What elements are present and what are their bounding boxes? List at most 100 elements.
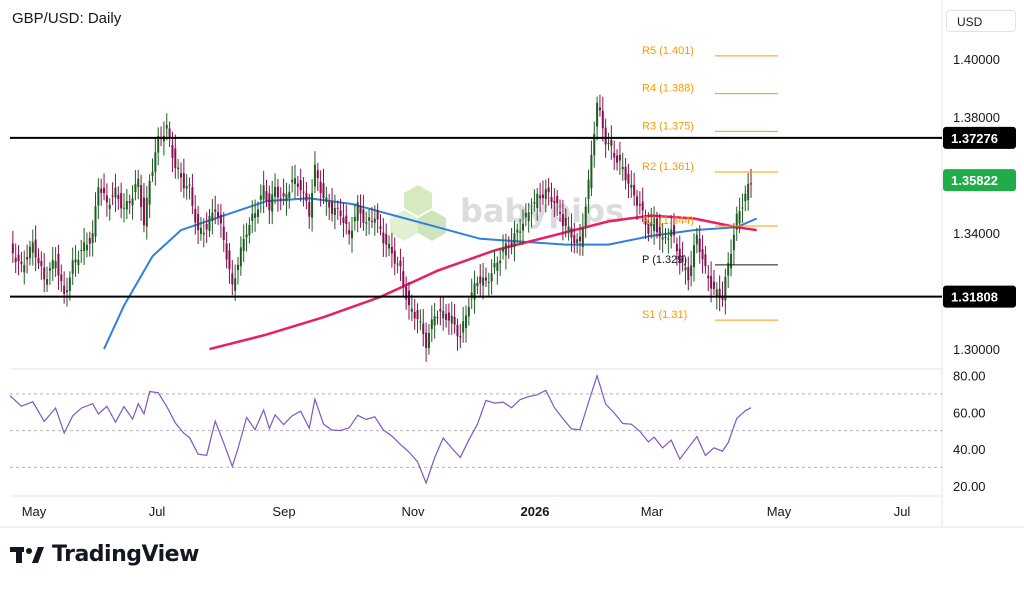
candle-body (228, 250, 231, 270)
candle-body (604, 127, 607, 145)
candle-body (23, 264, 26, 273)
candle-body (359, 206, 362, 214)
candle-body (182, 173, 185, 189)
rsi-tick-label: 20.00 (953, 479, 986, 494)
candle-body (40, 261, 43, 267)
candle-body (134, 184, 137, 193)
candle-body (513, 233, 516, 247)
candle-body (664, 236, 667, 238)
candle-body (576, 239, 579, 244)
candle-body (48, 268, 51, 271)
candle-body (484, 277, 487, 281)
candle-body (644, 218, 647, 225)
candle-body (353, 216, 356, 222)
candle-body (573, 235, 576, 243)
candle-body (291, 179, 294, 183)
candle-body (231, 273, 234, 285)
candle-body (724, 276, 727, 301)
candle-body (256, 209, 259, 217)
candle-body (584, 206, 587, 227)
candle-body (405, 286, 408, 300)
candle-body (670, 229, 673, 237)
candle-body (248, 224, 251, 236)
candle-body (465, 315, 467, 329)
candle-body (519, 231, 522, 233)
candle-body (399, 260, 402, 267)
candle-body (650, 222, 653, 227)
price-tick-label: 1.30000 (953, 342, 1000, 357)
candle-body (430, 319, 433, 329)
candle-body (11, 243, 14, 254)
candle-body (199, 227, 202, 234)
candle-body (732, 234, 735, 251)
rsi-line (9, 373, 752, 485)
candle-body (242, 238, 245, 251)
candle-body (379, 226, 382, 229)
candle-body (741, 207, 744, 209)
candle-body (388, 243, 391, 249)
candle-body (376, 210, 379, 220)
pivot-level-label: S1 (1.31) (642, 309, 687, 321)
candle-body (60, 274, 63, 282)
time-tick-label: Jul (149, 504, 166, 519)
candle-body (131, 198, 134, 206)
candle-body (348, 230, 351, 235)
candle-body (331, 201, 334, 214)
candle-body (470, 292, 473, 298)
candle-body (342, 217, 345, 224)
candle-body (636, 196, 638, 206)
candle-body (185, 185, 188, 189)
candle-body (630, 184, 633, 188)
candle-body (296, 183, 299, 187)
candle-body (678, 248, 681, 264)
candle-body (333, 208, 336, 215)
candle-body (727, 263, 730, 276)
candle-body (718, 288, 721, 299)
tradingview-logo[interactable]: TradingView (10, 542, 199, 567)
pivot-level-label: R1 (1.344) (642, 215, 694, 227)
candle-body (17, 254, 20, 262)
candle-body (487, 281, 490, 283)
candle-body (422, 323, 425, 335)
candle-body (222, 226, 225, 241)
candle-body (613, 152, 616, 158)
candle-body (541, 194, 544, 199)
candle-body (313, 164, 316, 187)
time-tick-label: May (767, 504, 792, 519)
candle-body (530, 212, 533, 214)
candle-body (268, 193, 271, 211)
rsi-panel (9, 373, 942, 485)
last-price-label: 1.35822 (951, 173, 998, 188)
candle-body (479, 276, 482, 284)
candle-body (197, 214, 200, 231)
candle-body (744, 193, 747, 202)
candle-body (276, 186, 279, 198)
candle-body (77, 259, 80, 266)
candle-body (502, 248, 505, 252)
currency-button[interactable]: USD (946, 10, 1016, 32)
tradingview-wordmark: TradingView (52, 542, 199, 567)
candle-body (100, 188, 103, 193)
candle-body (698, 238, 701, 253)
candle-body (433, 316, 436, 326)
candle-body (416, 309, 419, 319)
candle-body (633, 184, 636, 196)
candle-body (68, 277, 71, 292)
candle-body (439, 309, 442, 312)
candle-body (653, 218, 656, 231)
candle-body (165, 125, 168, 129)
candle-body (712, 281, 715, 289)
time-tick-label: Jul (894, 504, 911, 519)
candle-body (285, 194, 288, 202)
candle-body (117, 195, 120, 200)
chart-title: GBP/USD: Daily (12, 10, 122, 27)
time-tick-label: Mar (641, 504, 664, 519)
candle-body (57, 253, 60, 276)
candle-body (319, 181, 322, 194)
candle-body (510, 242, 513, 246)
candle-body (524, 212, 527, 218)
sr-price-badge (943, 126, 1016, 149)
candle-body (382, 232, 385, 244)
candle-body (362, 209, 365, 223)
